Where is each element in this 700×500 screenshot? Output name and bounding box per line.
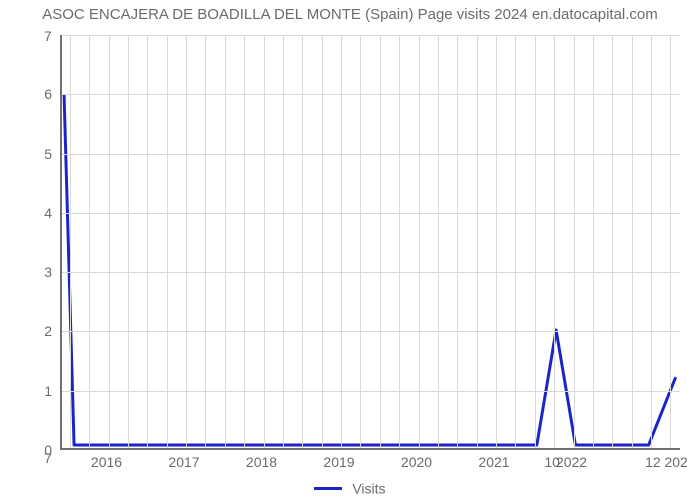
- gridline-v: [322, 35, 323, 448]
- gridline-v: [593, 35, 594, 448]
- gridline-v: [109, 35, 110, 448]
- gridline-v: [457, 35, 458, 448]
- gridline-v: [128, 35, 129, 448]
- gridline-h: [62, 391, 680, 392]
- gridline-h: [62, 272, 680, 273]
- y-tick-label: 3: [0, 264, 52, 280]
- gridline-v: [302, 35, 303, 448]
- y-tick-label: 6: [0, 86, 52, 102]
- gridline-v: [380, 35, 381, 448]
- gridline-v: [515, 35, 516, 448]
- x-tick-label-secondary: 202: [664, 454, 687, 470]
- gridline-v: [477, 35, 478, 448]
- x-tick-label: 2020: [401, 454, 432, 470]
- x-tick-label: 2022: [556, 454, 587, 470]
- gridline-v: [70, 35, 71, 448]
- gridline-v: [264, 35, 265, 448]
- gridline-v: [632, 35, 633, 448]
- gridline-v: [419, 35, 420, 448]
- x-tick-label: 2018: [246, 454, 277, 470]
- gridline-h: [62, 213, 680, 214]
- gridline-v: [399, 35, 400, 448]
- chart-title: ASOC ENCAJERA DE BOADILLA DEL MONTE (Spa…: [0, 6, 700, 23]
- x-tick-label: 2019: [323, 454, 354, 470]
- legend-swatch: [314, 487, 342, 490]
- gridline-v: [535, 35, 536, 448]
- x-tick-label: 2017: [168, 454, 199, 470]
- gridline-v: [244, 35, 245, 448]
- y-tick-label: 1: [0, 383, 52, 399]
- gridline-h: [62, 154, 680, 155]
- gridline-v: [496, 35, 497, 448]
- gridline-v: [554, 35, 555, 448]
- gridline-h: [62, 94, 680, 95]
- gridline-v: [574, 35, 575, 448]
- y-tick-label: 4: [0, 205, 52, 221]
- plot-area: [60, 35, 680, 450]
- gridline-v: [89, 35, 90, 448]
- gridline-v: [186, 35, 187, 448]
- legend-label: Visits: [352, 480, 385, 496]
- gridline-v: [147, 35, 148, 448]
- gridline-v: [438, 35, 439, 448]
- x-tick-label-secondary: 10: [544, 454, 560, 470]
- y-tick-label: 0: [0, 442, 52, 458]
- x-tick-label-secondary: 12: [645, 454, 661, 470]
- gridline-v: [225, 35, 226, 448]
- y-tick-label: 5: [0, 146, 52, 162]
- gridline-v: [651, 35, 652, 448]
- gridline-h: [62, 35, 680, 36]
- y-tick-label: 2: [0, 323, 52, 339]
- corner-label-top: 7: [44, 28, 52, 44]
- gridline-v: [670, 35, 671, 448]
- x-tick-label: 2021: [478, 454, 509, 470]
- chart-legend: Visits: [0, 479, 700, 496]
- gridline-v: [341, 35, 342, 448]
- visits-chart: ASOC ENCAJERA DE BOADILLA DEL MONTE (Spa…: [0, 0, 700, 500]
- gridline-h: [62, 331, 680, 332]
- series-line: [62, 35, 680, 448]
- gridline-v: [360, 35, 361, 448]
- gridline-v: [205, 35, 206, 448]
- x-tick-label: 2016: [91, 454, 122, 470]
- gridline-v: [283, 35, 284, 448]
- gridline-v: [167, 35, 168, 448]
- series-visits: [64, 94, 676, 445]
- gridline-v: [612, 35, 613, 448]
